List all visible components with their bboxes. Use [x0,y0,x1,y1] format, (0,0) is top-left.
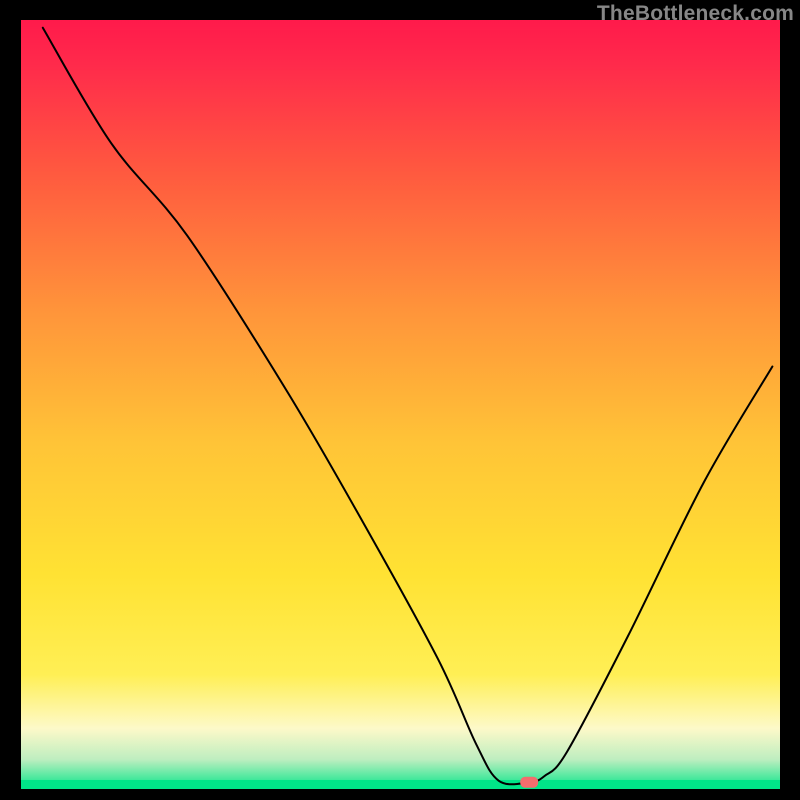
bottleneck-chart [0,0,800,800]
chart-container: TheBottleneck.com [0,0,800,800]
bottom-band [20,780,780,790]
min-marker [520,777,538,788]
watermark-text: TheBottleneck.com [597,2,794,26]
plot-background [20,20,780,790]
